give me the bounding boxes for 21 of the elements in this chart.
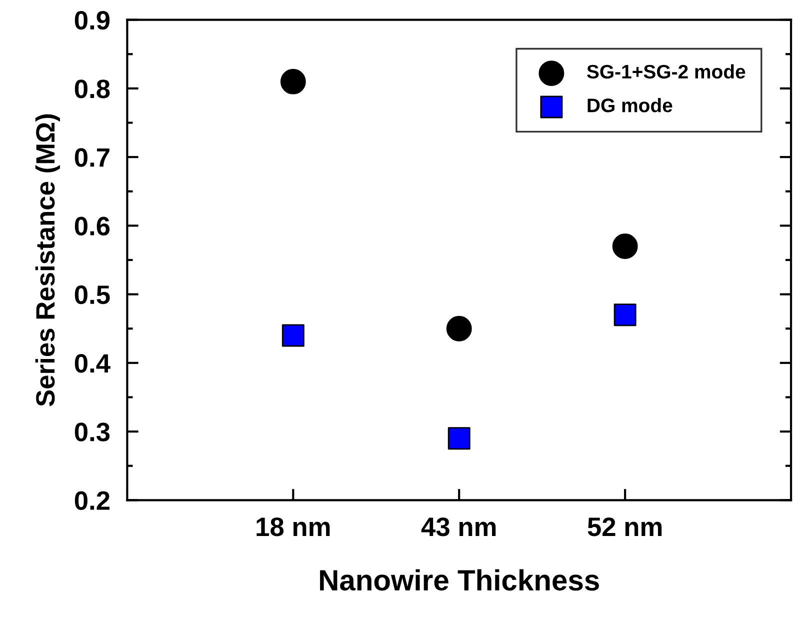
point (280, 68, 306, 94)
legend-label: DG mode (588, 98, 672, 112)
point (282, 324, 304, 347)
legend-label: SG-1+SG-2 mode (587, 64, 746, 79)
y-tick-label: 0.3 (74, 422, 110, 442)
x-tick-label: 43 nm (421, 518, 496, 536)
x-tick-label: 52 nm (588, 518, 662, 536)
y-tick-label: 0.8 (74, 80, 110, 98)
point (448, 427, 470, 450)
point (612, 234, 638, 259)
y-tick-label: 0.6 (74, 216, 110, 236)
y-tick-label: 0.9 (74, 10, 110, 30)
x-axis-title: Nanowire Thickness (320, 569, 599, 591)
y-tick-label: 0.2 (74, 491, 110, 510)
x-tick-label: 18 nm (256, 518, 330, 536)
point (614, 304, 636, 326)
y-tick-label: 0.5 (74, 285, 110, 304)
point (446, 316, 472, 342)
y-tick-label: 0.7 (74, 148, 110, 167)
y-tick-label: 0.4 (74, 354, 110, 373)
y-axis-title: Series Resistance (MΩ) (35, 114, 60, 406)
